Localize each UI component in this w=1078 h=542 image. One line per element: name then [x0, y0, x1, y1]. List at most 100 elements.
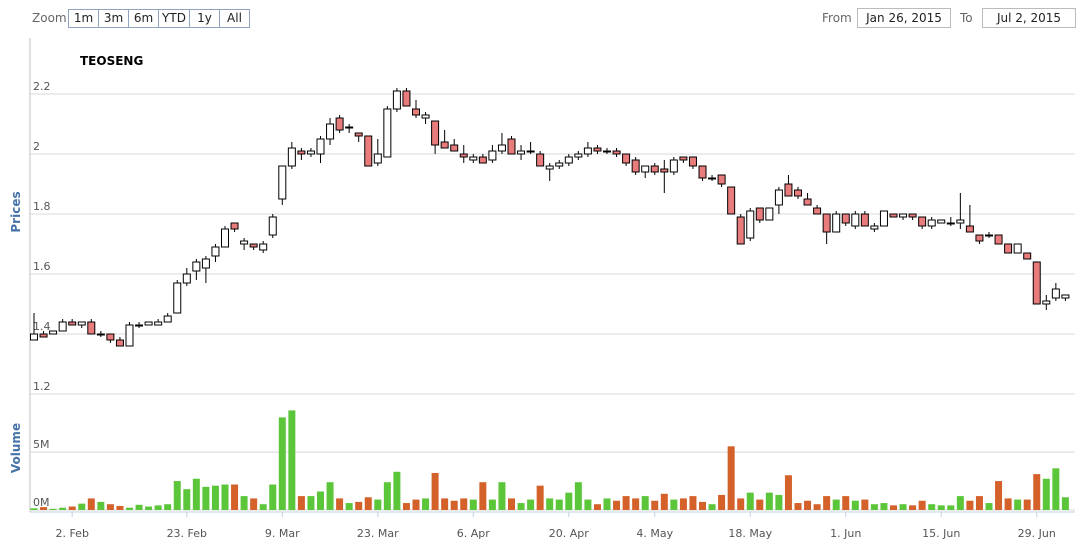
volume-bar [336, 498, 344, 510]
volume-bar [641, 496, 649, 510]
candle-body [87, 321, 96, 335]
candle-body [736, 216, 745, 245]
from-input[interactable]: Jan 26, 2015 [857, 8, 951, 28]
volume-bar [59, 507, 67, 510]
volume-axis-title: Volume [9, 423, 23, 473]
volume-bar [603, 498, 611, 510]
candle-body [1061, 294, 1070, 299]
volume-bar [345, 503, 353, 510]
candle-body [555, 162, 564, 167]
y-tick-label: 1.8 [33, 200, 51, 213]
candle-body [268, 216, 277, 236]
zoom-button[interactable]: All [219, 9, 250, 28]
candle-body [68, 321, 77, 326]
volume-bar [784, 475, 792, 510]
volume-bar [918, 500, 926, 510]
zoom-button[interactable]: 6m [128, 9, 159, 28]
volume-bar [909, 505, 917, 510]
volume-bar [240, 496, 248, 510]
zoom-button[interactable]: 1y [189, 9, 220, 28]
volume-bar [670, 499, 678, 510]
candle-body [688, 156, 697, 167]
volume-bar [250, 498, 258, 510]
volume-bar [928, 504, 936, 510]
volume-bar [135, 504, 143, 510]
zoom-button[interactable]: 1m [68, 9, 99, 28]
volume-bar [804, 500, 812, 510]
volume-bar [708, 504, 716, 510]
volume-bar [374, 499, 382, 510]
volume-bar [154, 505, 162, 510]
volume-bar [116, 505, 124, 510]
volume-bar [393, 471, 401, 510]
volume-bar [517, 503, 525, 510]
x-tick-label: 15. Jun [922, 527, 960, 540]
candle-body [1004, 243, 1013, 254]
y-tick-label: 2 [33, 140, 40, 153]
candle-body [641, 165, 650, 173]
candle-body [421, 114, 430, 119]
volume-bar [718, 494, 726, 510]
candle-body [631, 159, 640, 173]
candle-body [727, 186, 736, 215]
candle-body [994, 234, 1003, 245]
volume-bar [460, 498, 468, 510]
candle-body [813, 207, 822, 215]
volume-bar [431, 472, 439, 510]
candle-body [201, 258, 210, 269]
candle-body [937, 219, 946, 224]
candle-body [297, 150, 306, 155]
candle-body [545, 165, 554, 170]
candle-body [1013, 243, 1022, 254]
x-tick-label: 23. Mar [357, 527, 399, 540]
volume-bar [1014, 499, 1022, 510]
candle-body [1023, 252, 1032, 260]
volume-bar [985, 503, 993, 510]
candle-body [927, 219, 936, 227]
volume-bar [1042, 478, 1050, 510]
candle-body [956, 219, 965, 224]
candle-body [536, 153, 545, 167]
volume-bar [307, 496, 315, 510]
volume-bar [1061, 497, 1069, 510]
volume-bar [632, 498, 640, 510]
zoom-button[interactable]: YTD [158, 9, 190, 28]
volume-bar [469, 499, 477, 510]
candle-body [383, 108, 392, 158]
candle-body [345, 126, 354, 129]
volume-bar [890, 505, 897, 510]
volume-bar [679, 498, 687, 510]
candle-body [249, 243, 258, 248]
x-tick-label: 1. Jun [830, 527, 861, 540]
volume-bar [937, 505, 945, 510]
volume-bar [546, 498, 554, 510]
y-tick-label: 1.4 [33, 320, 51, 333]
candle-body [230, 222, 239, 230]
volume-bar [660, 493, 668, 510]
candle-body [163, 315, 172, 323]
candle-body [650, 165, 659, 173]
from-label: From [822, 11, 852, 25]
volume-bar [899, 504, 907, 510]
volume-bar [269, 484, 277, 510]
candle-body [622, 153, 631, 164]
volume-tick-label: 0M [33, 496, 50, 509]
volume-bar [326, 482, 334, 510]
candle-body [879, 210, 888, 227]
volume-bar [498, 482, 506, 510]
volume-bar [565, 492, 573, 510]
candle-body [478, 156, 487, 164]
candle-body [708, 177, 717, 180]
volume-bar [106, 504, 114, 510]
candle-body [526, 150, 535, 153]
volume-bar [622, 496, 630, 510]
volume-bar [288, 410, 296, 510]
candle-body [96, 333, 105, 336]
candle-body [1042, 300, 1051, 305]
candle-body [488, 150, 497, 161]
candle-body [660, 168, 669, 173]
to-input[interactable]: Jul 2, 2015 [982, 8, 1076, 28]
candle-body [946, 222, 955, 225]
candle-body [908, 213, 917, 218]
